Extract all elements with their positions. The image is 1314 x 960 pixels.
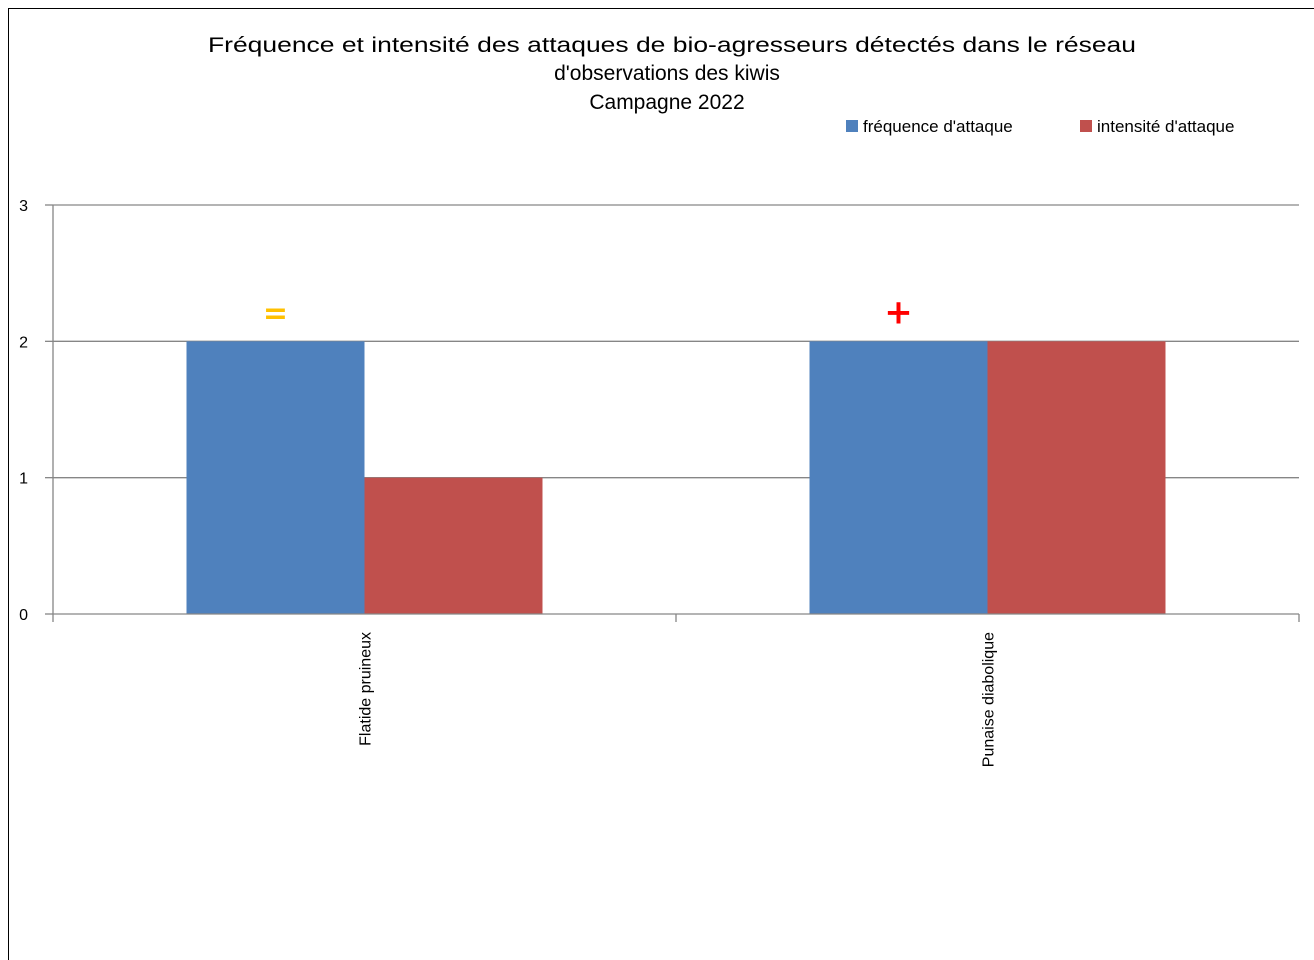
legend-label-frequence: fréquence d'attaque [863,117,1013,136]
x-tick-label-1: Punaise diabolique [981,632,998,767]
annotation-1: + [884,292,913,332]
y-tick-label-3: 3 [19,198,28,215]
legend-swatch-intensite [1080,120,1092,132]
chart-title: Fréquence et intensité des attaques de b… [208,34,1136,114]
legend-label-intensite: intensité d'attaque [1097,117,1234,136]
legend: fréquence d'attaque intensité d'attaque [846,117,1234,136]
bar-intensite-0 [364,477,543,614]
bar-frequence-0 [186,341,365,614]
bars [186,341,1166,614]
bar-frequence-1 [809,341,988,614]
y-tick-labels: 0 1 2 3 [19,198,28,624]
annotations: = + [263,292,913,332]
chart-title-line-1: Fréquence et intensité des attaques de b… [208,34,1136,57]
chart-title-line-2: d'observations des kiwis [554,62,780,85]
annotation-0: = [263,296,288,331]
chart-title-line-3: Campagne 2022 [589,91,744,114]
y-tick-label-2: 2 [19,334,28,351]
legend-swatch-frequence [846,120,858,132]
bar-intensite-1 [987,341,1166,614]
axes [52,205,1300,622]
y-tick-label-1: 1 [19,471,28,488]
y-tick-label-0: 0 [19,607,28,624]
x-tick-labels: Flatide pruineux Punaise diabolique [358,632,998,767]
x-tick-label-0: Flatide pruineux [358,632,375,746]
